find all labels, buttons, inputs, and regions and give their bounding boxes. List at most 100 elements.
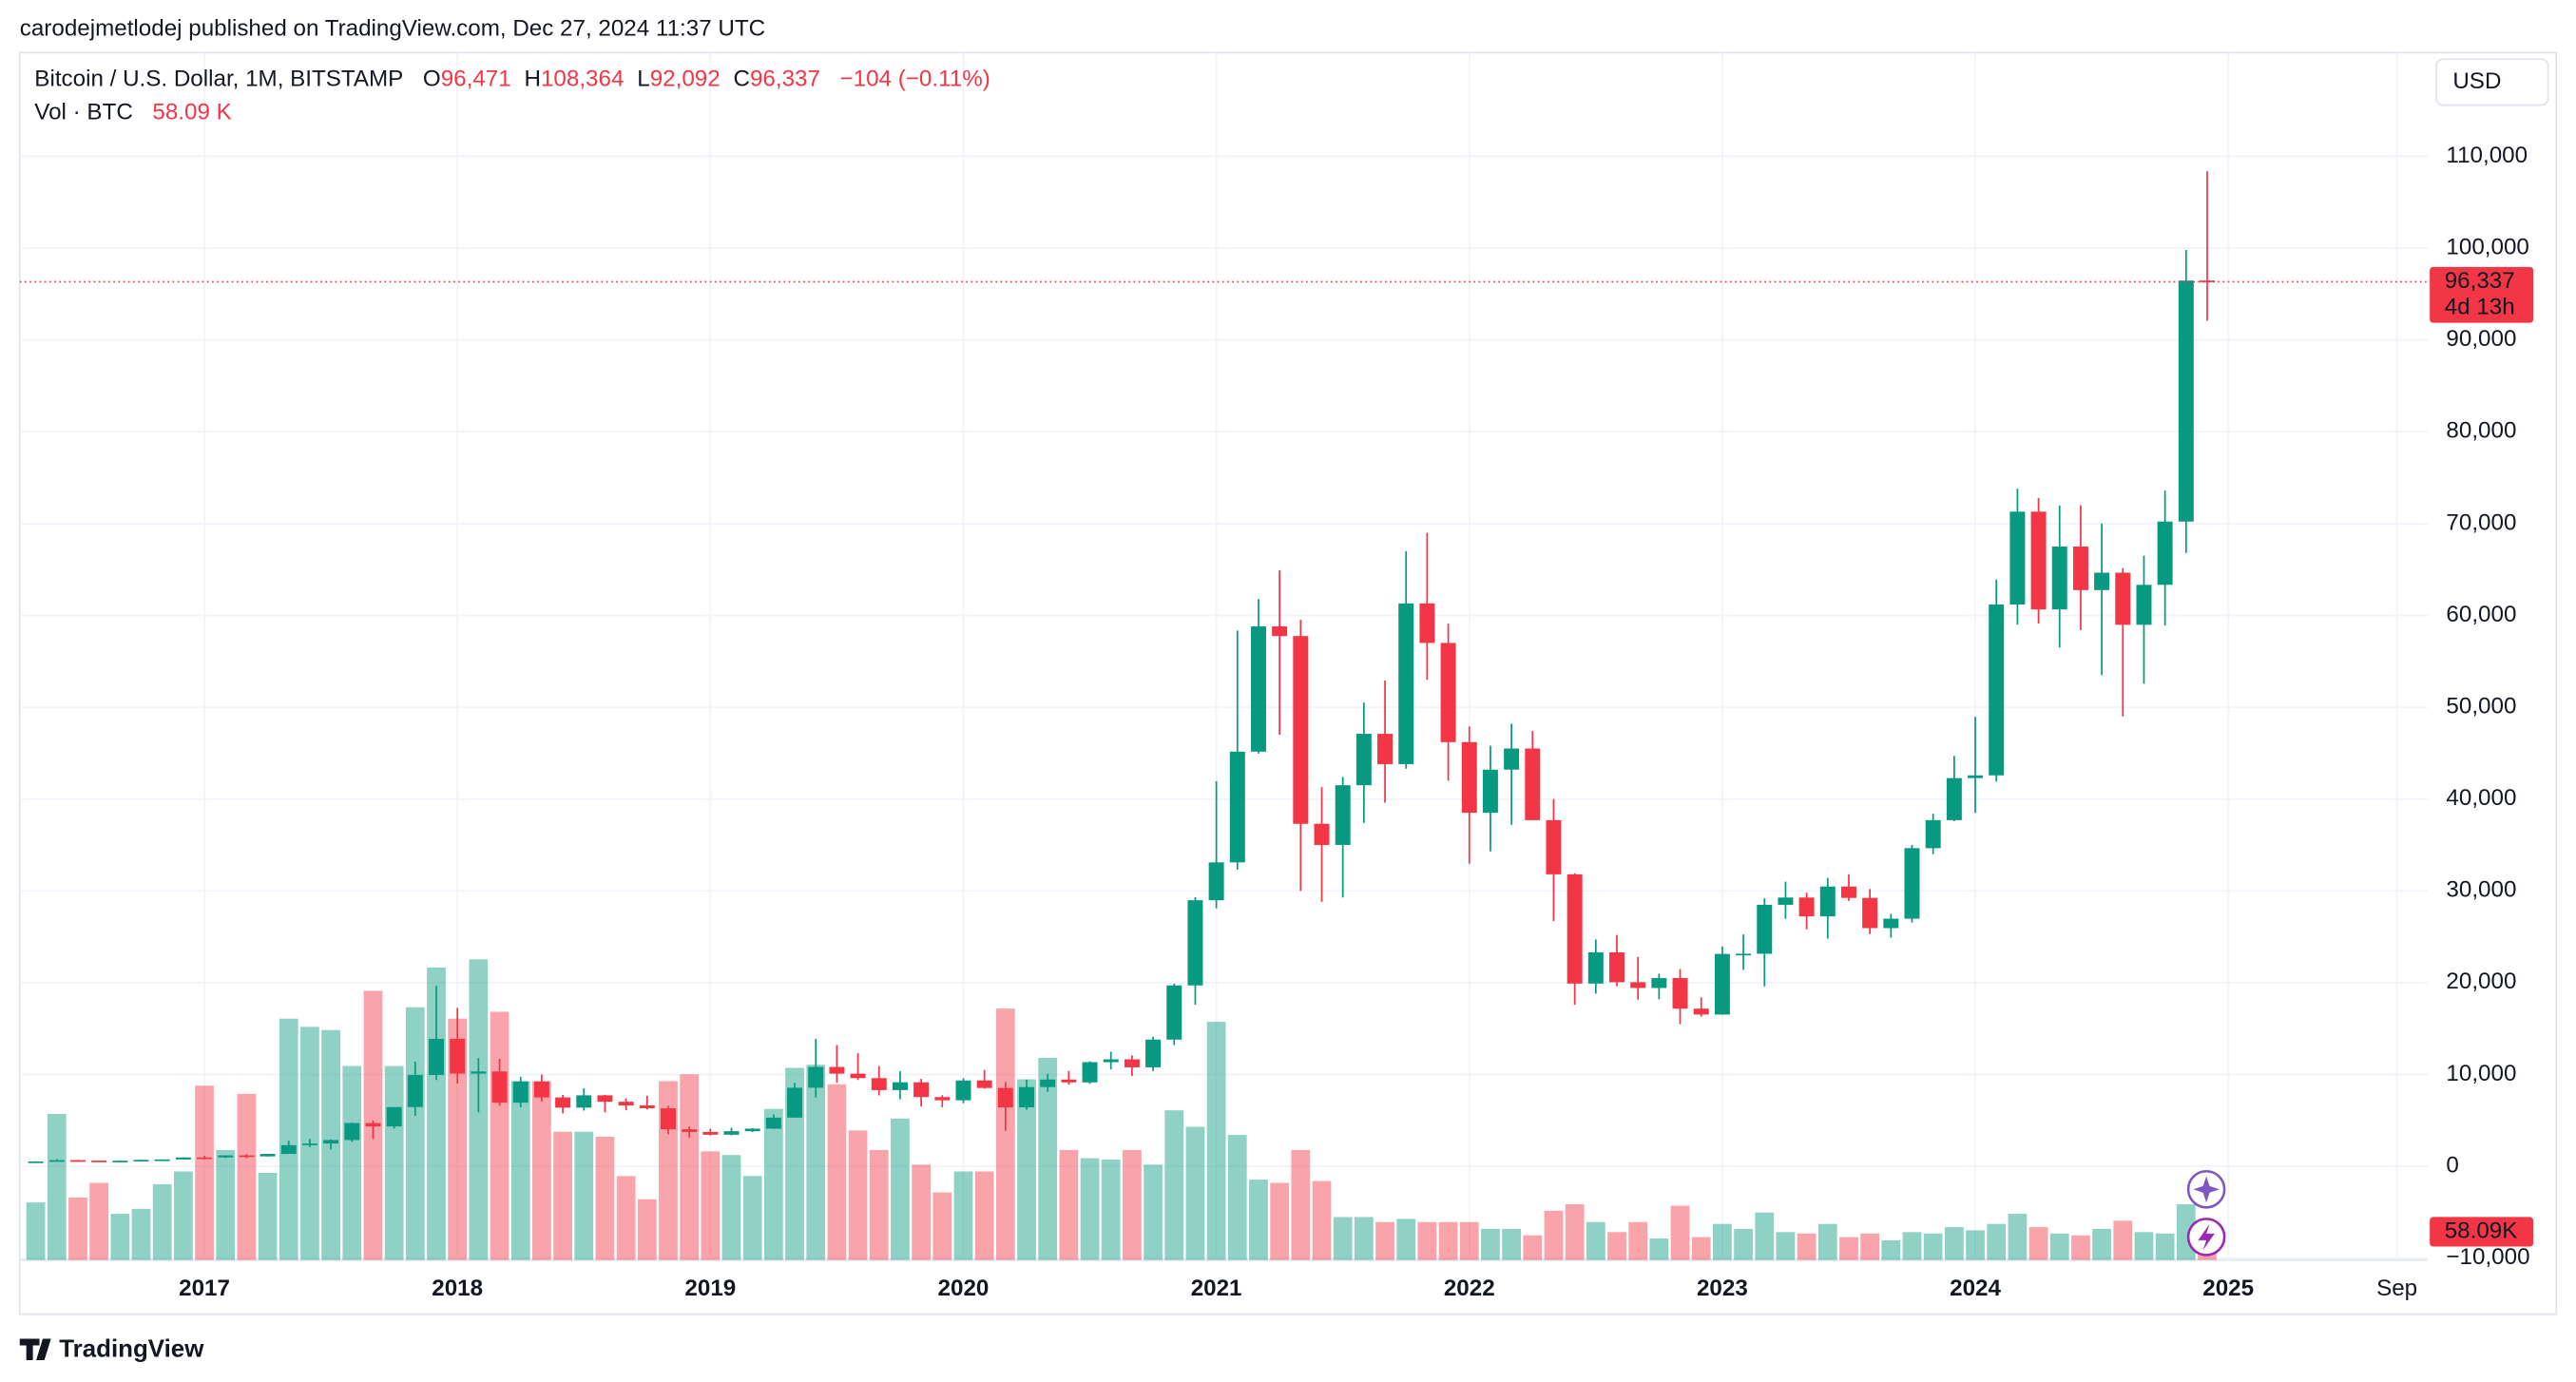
volume-bar [763,1108,783,1260]
candle-body [639,1105,655,1109]
volume-bar [1417,1221,1437,1260]
volume-bar [68,1197,87,1260]
candle-body [1840,886,1856,898]
volume-bar [1817,1223,1837,1260]
candle-body [913,1082,930,1098]
currency-label[interactable]: USD [2452,68,2501,94]
ohlc-value: 96,337 [750,67,820,92]
candle-body [1587,951,1604,984]
volume-bar [2113,1220,2133,1260]
volume-bar [1839,1237,1858,1260]
candle-body [450,1038,466,1074]
candle-body [1798,897,1815,917]
volume-last-label: 58.09K [2445,1218,2518,1243]
volume-bar [827,1084,847,1260]
currency-button[interactable] [2435,58,2549,106]
candle-body [723,1131,740,1135]
candle-body [618,1102,634,1106]
x-tick-label: 2023 [1697,1276,1748,1301]
candle-body [175,1157,191,1160]
volume-bar [2134,1232,2154,1260]
candle-body [2072,547,2088,590]
candle-body [871,1078,887,1090]
volume-bar [912,1164,931,1260]
candle-body [471,1071,487,1074]
candle-body [1736,953,1752,956]
volume-bar [1628,1221,1648,1260]
volume-bar [848,1130,868,1260]
volume-bar [279,1018,298,1260]
ohlc-value: 92,092 [650,67,721,92]
candle-body [1355,734,1372,786]
candle-body [1714,953,1730,1015]
volume-bar [1797,1233,1817,1260]
candle-body [1398,603,1414,764]
candle-body [1187,900,1203,986]
volume-bar [1101,1160,1121,1260]
ohlc-key: H [525,67,541,92]
volume-bar [1291,1149,1311,1260]
volume-bar [174,1171,193,1260]
icon-star-glyph [2193,1176,2220,1203]
candle-body [2115,572,2131,625]
volume-bar [195,1085,214,1260]
volume-bar [595,1137,615,1260]
volume-bar [1333,1217,1353,1260]
candle-body [744,1128,760,1132]
volume-bar [2028,1227,2048,1260]
candle-body [1525,748,1541,820]
candle-body [1757,904,1773,954]
volume-bar [701,1151,721,1260]
candle-body [1019,1086,1034,1108]
candle-body [1482,769,1498,814]
volume-bar [1586,1221,1605,1260]
candle-body [133,1160,149,1162]
candle-body [2136,585,2152,625]
volume-bar [1523,1235,1543,1260]
volume-bar [258,1172,278,1260]
candle-body [682,1129,698,1132]
indicator-icons[interactable] [2186,1169,2226,1257]
candle-body [892,1082,908,1090]
ohlc-key: C [734,67,750,92]
y-tick-label: 60,000 [2446,602,2516,627]
volume-bar [510,1081,530,1260]
volume-bar [680,1074,700,1260]
last-price-label: 96,337 [2445,268,2515,294]
x-tick-label: 2019 [684,1276,736,1301]
candle-body [1250,626,1266,752]
candle-body [1419,603,1435,643]
candle-body [1293,636,1309,824]
volume-layer [26,959,2217,1260]
candle-body [1145,1039,1162,1067]
candle-body [2009,511,2026,605]
volume-bar [1902,1232,1922,1260]
y-tick-label: 0 [2446,1152,2458,1178]
ohlc-value: 108,364 [541,67,624,92]
candle-body [386,1106,402,1127]
candle-body [1904,848,1920,919]
candle-body [239,1155,255,1158]
volume-bar [953,1171,973,1260]
candle-body [365,1123,381,1127]
candle-body [1314,823,1330,845]
x-tick-label: 2017 [179,1276,230,1301]
candle-body [154,1159,170,1161]
candle-body [2051,547,2067,610]
symbol-title: Bitcoin / U.S. Dollar, 1M, BITSTAMP [34,67,403,92]
candle-body [1946,777,1962,820]
volume-bar [1038,1057,1058,1260]
volume-bar [2008,1214,2028,1260]
volume-bar [1607,1232,1626,1260]
volume-bar [1185,1126,1205,1260]
volume-bar [1270,1182,1290,1260]
volume-bar [448,1018,468,1260]
candle-body [407,1074,423,1107]
candle-body [1546,819,1562,874]
volume-bar [1734,1228,1753,1260]
candle-body [2094,572,2110,590]
candle-body [1272,626,1288,637]
volume-bar [1164,1110,1184,1260]
candle-body [1461,741,1477,814]
